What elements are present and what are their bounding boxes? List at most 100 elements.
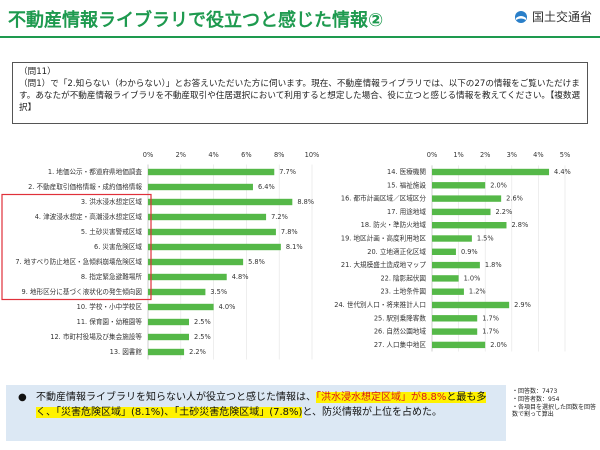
- category-label: 2. 不動産取引価格情報・成約価格情報: [28, 182, 142, 191]
- value-label: 3.5%: [210, 288, 227, 296]
- category-label: 26. 自然公園地域: [374, 327, 427, 336]
- bar: [148, 258, 244, 266]
- bar: [148, 303, 214, 311]
- value-label: 7.2%: [271, 213, 288, 221]
- category-label: 5. 土砂災害警戒区域: [81, 227, 143, 236]
- category-label: 3. 洪水浸水想定区域: [81, 197, 143, 206]
- bar: [432, 195, 502, 202]
- category-label: 16. 都市計画区域／区域区分: [341, 194, 427, 203]
- bar: [432, 275, 459, 282]
- bar: [148, 333, 189, 341]
- category-label: 25. 駅別乗降客数: [374, 313, 427, 322]
- bullet: ●: [18, 392, 27, 403]
- value-label: 2.0%: [490, 181, 507, 189]
- category-label: 23. 土地条件図: [380, 287, 426, 296]
- summary-box: ● 不動産情報ライブラリを知らない人が役立つと感じた情報は、「洪水浸水想定区域」…: [6, 385, 506, 441]
- category-label: 11. 保育園・幼稚園等: [77, 317, 143, 326]
- value-label: 5.8%: [248, 258, 265, 266]
- bar: [432, 235, 472, 242]
- value-label: 4.8%: [232, 273, 249, 281]
- value-label: 1.0%: [464, 274, 481, 282]
- value-label: 2.5%: [194, 333, 211, 341]
- question-box: （問11） （問1）で「2.知らない（わからない）」とお答えいただいた方に伺いま…: [12, 62, 588, 124]
- bar: [432, 222, 507, 229]
- summary-text: 不動産情報ライブラリを知らない人が役立つと感じた情報は、: [36, 392, 316, 403]
- title-rule: [0, 36, 600, 38]
- x-tick-label: 4%: [208, 151, 218, 159]
- x-tick-label: 2%: [176, 151, 186, 159]
- question-label: （問11）: [19, 67, 56, 77]
- category-label: 18. 防火・準防火地域: [361, 220, 427, 229]
- x-tick-label: 1%: [453, 151, 463, 159]
- x-tick-label: 4%: [533, 151, 543, 159]
- summary-highlight: 「洪水浸水想定区域」が8.8%: [316, 392, 447, 403]
- bar: [432, 288, 464, 295]
- bar: [432, 248, 456, 255]
- category-label: 10. 学校・小中学校区: [77, 302, 143, 311]
- bar: [148, 348, 185, 356]
- bar: [432, 261, 480, 269]
- note: ・回答者数：954: [512, 395, 560, 403]
- value-label: 8.8%: [297, 198, 314, 206]
- logo: 国土交通省: [514, 8, 592, 25]
- category-label: 24. 世代別人口・将来推計人口: [334, 300, 426, 309]
- charts: 0% 2% 4% 6% 8% 10% 1. 地価公示・都道府県地価調査 7.7% 2. 不動産取…: [1, 151, 571, 360]
- title: 不動産情報ライブラリで役立つと感じた情報②: [8, 10, 384, 31]
- category-label: 17. 用途地域: [387, 207, 426, 216]
- bar: [432, 168, 550, 176]
- bar: [432, 315, 478, 322]
- bar: [432, 341, 486, 349]
- value-label: 2.2%: [496, 208, 513, 216]
- value-label: 1.5%: [477, 235, 494, 243]
- note: ・回答数：7473: [512, 388, 558, 395]
- x-tick-label: 2%: [480, 151, 490, 159]
- notes: ・回答数：7473 ・回答者数：954 ・各項目を選択した回数を回答数で割って算…: [512, 388, 596, 419]
- bar: [432, 301, 510, 309]
- category-label: 1. 地価公示・都道府県地価調査: [48, 167, 143, 176]
- bar: [432, 182, 486, 189]
- value-label: 1.7%: [482, 328, 499, 336]
- note: ・各項目を選択した回数を回答数で割って算出: [512, 403, 597, 419]
- bar: [432, 328, 478, 335]
- bar: [148, 228, 276, 236]
- category-label: 19. 地区計画・高度利用地区: [341, 234, 427, 243]
- category-label: 4. 津波浸水想定・高潮浸水想定区域: [35, 212, 143, 221]
- value-label: 2.6%: [506, 195, 523, 203]
- bar: [148, 198, 293, 206]
- category-label: 22. 陰影起伏図: [380, 273, 426, 282]
- category-label: 7. 地すべり防止地区・急傾斜崩壊危険区域: [15, 257, 142, 266]
- value-label: 2.9%: [514, 301, 531, 309]
- category-label: 9. 地形区分に基づく液状化の発生傾向図: [22, 287, 143, 296]
- x-tick-label: 0%: [427, 151, 437, 159]
- value-label: 2.0%: [490, 341, 507, 349]
- question-text: （問1）で「2.知らない（わからない）」とお答えいただいた方に伺います。現在、不…: [19, 79, 581, 114]
- category-label: 27. 人口集中地区: [374, 340, 427, 349]
- category-label: 8. 指定緊急避難場所: [81, 272, 143, 281]
- x-tick-label: 5%: [560, 151, 570, 159]
- bar: [148, 273, 227, 281]
- category-label: 6. 災害危険区域: [94, 242, 142, 251]
- category-label: 12. 市町村役場及び集会施設等: [50, 332, 142, 341]
- logo-icon: [514, 10, 527, 23]
- category-label: 13. 図書館: [110, 347, 143, 356]
- x-tick-label: 6%: [241, 151, 251, 159]
- value-label: 6.4%: [258, 183, 275, 191]
- value-label: 7.8%: [281, 228, 298, 236]
- value-label: 8.1%: [286, 243, 303, 251]
- category-label: 15. 福祉施設: [387, 180, 426, 189]
- highlight-frame: [1, 193, 152, 301]
- bar: [148, 243, 281, 251]
- logo-text: 国土交通省: [531, 10, 592, 24]
- value-label: 7.7%: [279, 168, 296, 176]
- bar: [148, 213, 267, 221]
- category-label: 21. 大規模盛土造成地マップ: [341, 260, 427, 269]
- category-label: 14. 医療機関: [387, 167, 426, 176]
- bar: [432, 208, 491, 216]
- bar: [148, 318, 189, 326]
- value-label: 4.0%: [219, 303, 236, 311]
- value-label: 2.5%: [194, 318, 211, 326]
- value-label: 0.9%: [461, 248, 478, 256]
- bar: [148, 183, 253, 191]
- summary-text: と、防災情報が上位を占めた。: [302, 406, 443, 418]
